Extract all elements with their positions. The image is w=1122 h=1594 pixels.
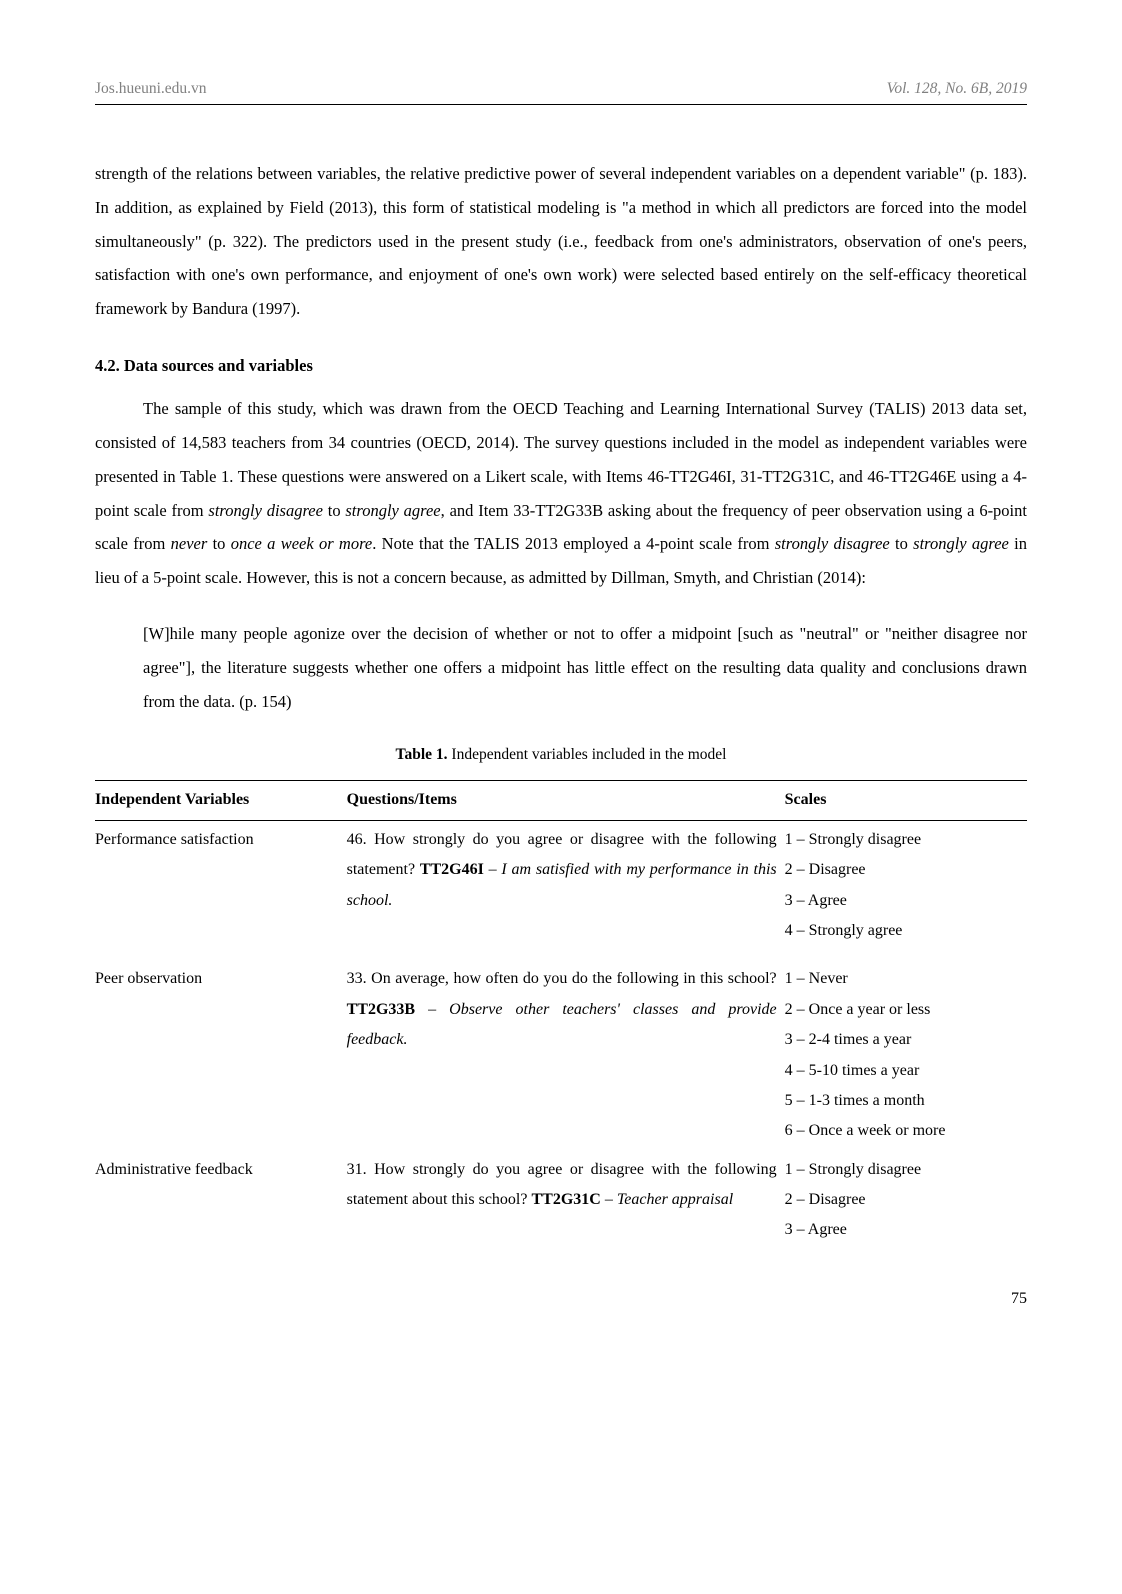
section-heading-4-2: 4.2. Data sources and variables (95, 356, 1027, 376)
text-italic: strongly agree (345, 501, 440, 520)
text-run: 33. On average, how often do you do the … (347, 970, 777, 987)
cell-question: 46. How strongly do you agree or disagre… (347, 820, 785, 950)
paragraph-data-sources: The sample of this study, which was draw… (95, 392, 1027, 595)
text-run: – (415, 1001, 449, 1018)
cell-question: 33. On average, how often do you do the … (347, 950, 785, 1150)
cell-scales: 1 – Never 2 – Once a year or less 3 – 2-… (785, 950, 1027, 1150)
text-run: to (323, 501, 345, 520)
cell-scales: 1 – Strongly disagree 2 – Disagree 3 – A… (785, 820, 1027, 950)
item-code: TT2G33B (347, 1001, 415, 1018)
cell-question: 31. How strongly do you agree or disagre… (347, 1151, 785, 1250)
item-code: TT2G31C (531, 1191, 600, 1208)
page-number: 75 (95, 1290, 1027, 1308)
text-italic: never (171, 534, 208, 553)
text-run: to (207, 534, 230, 553)
text-italic: strongly disagree (208, 501, 323, 520)
scale-option: 4 – 5-10 times a year (785, 1056, 1019, 1086)
variables-table: Independent Variables Questions/Items Sc… (95, 780, 1027, 1249)
table-row: Administrative feedback 31. How strongly… (95, 1151, 1027, 1250)
cell-iv: Peer observation (95, 950, 347, 1150)
cell-iv: Administrative feedback (95, 1151, 347, 1250)
table-header-scales: Scales (785, 781, 1027, 820)
scale-option: 2 – Once a year or less (785, 995, 1019, 1025)
table-header-row: Independent Variables Questions/Items Sc… (95, 781, 1027, 820)
table-caption-label: Table 1. (396, 746, 448, 763)
scale-option: 2 – Disagree (785, 1185, 1019, 1215)
paragraph-continuation: strength of the relations between variab… (95, 157, 1027, 326)
header-right: Vol. 128, No. 6B, 2019 (887, 80, 1027, 98)
table-row: Peer observation 33. On average, how oft… (95, 950, 1027, 1150)
header-left: Jos.hueuni.edu.vn (95, 80, 207, 98)
text-italic: once a week or more (231, 534, 373, 553)
scale-option: 3 – Agree (785, 886, 1019, 916)
scale-option: 2 – Disagree (785, 855, 1019, 885)
cell-iv: Performance satisfaction (95, 820, 347, 950)
table-caption: Table 1. Independent variables included … (95, 746, 1027, 764)
scale-option: 6 – Once a week or more (785, 1116, 1019, 1146)
item-code: TT2G46I (420, 861, 484, 878)
scale-option: 4 – Strongly agree (785, 916, 1019, 946)
text-run: – (484, 861, 502, 878)
text-run: . Note that the TALIS 2013 employed a 4-… (372, 534, 775, 553)
scale-option: 3 – 2-4 times a year (785, 1025, 1019, 1055)
text-run: to (890, 534, 913, 553)
running-header: Jos.hueuni.edu.vn Vol. 128, No. 6B, 2019 (95, 80, 1027, 105)
text-italic: strongly agree (913, 534, 1009, 553)
text-italic: strongly disagree (775, 534, 890, 553)
cell-scales: 1 – Strongly disagree 2 – Disagree 3 – A… (785, 1151, 1027, 1250)
table-row: Performance satisfaction 46. How strongl… (95, 820, 1027, 950)
scale-option: 1 – Never (785, 964, 1019, 994)
block-quote: [W]hile many people agonize over the dec… (143, 617, 1027, 718)
table-header-iv: Independent Variables (95, 781, 347, 820)
table-header-questions: Questions/Items (347, 781, 785, 820)
scale-option: 3 – Agree (785, 1215, 1019, 1245)
scale-option: 5 – 1-3 times a month (785, 1086, 1019, 1116)
table-caption-text: Independent variables included in the mo… (448, 746, 727, 763)
scale-option: 1 – Strongly disagree (785, 825, 1019, 855)
text-run: – (601, 1191, 617, 1208)
scale-option: 1 – Strongly disagree (785, 1155, 1019, 1185)
page-container: Jos.hueuni.edu.vn Vol. 128, No. 6B, 2019… (0, 0, 1122, 1368)
item-text: Teacher appraisal (617, 1191, 733, 1208)
